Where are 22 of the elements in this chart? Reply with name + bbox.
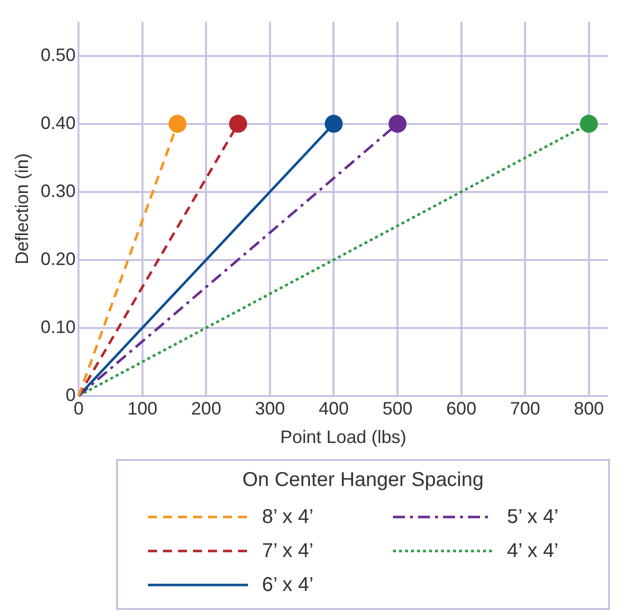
legend-label: 8’ x 4’ bbox=[262, 506, 314, 528]
x-tick-label: 800 bbox=[574, 398, 604, 419]
x-axis-title: Point Load (lbs) bbox=[280, 427, 406, 448]
y-axis-title: Deflection (in) bbox=[12, 153, 32, 264]
y-tick-label: 0.40 bbox=[40, 112, 76, 133]
legend-label: 7’ x 4’ bbox=[262, 540, 314, 562]
x-tick-label: 600 bbox=[446, 398, 476, 419]
legend-label: 6’ x 4’ bbox=[262, 574, 314, 596]
y-tick-label: 0.30 bbox=[40, 180, 76, 201]
y-tick-label: 0.20 bbox=[40, 248, 76, 269]
x-tick-label: 300 bbox=[254, 398, 285, 419]
x-tick-label: 200 bbox=[191, 398, 222, 419]
x-tick-label: 500 bbox=[382, 398, 413, 419]
legend-label: 5’ x 4’ bbox=[507, 506, 559, 528]
y-tick-label: 0 bbox=[66, 384, 76, 405]
legend-label: 4’ x 4’ bbox=[507, 540, 559, 562]
y-tick-label: 0.50 bbox=[40, 44, 76, 65]
x-tick-label: 100 bbox=[127, 398, 158, 419]
legend-title: On Center Hanger Spacing bbox=[241, 469, 485, 492]
x-tick-label: 700 bbox=[510, 398, 540, 419]
x-tick-label: 400 bbox=[318, 398, 349, 419]
y-tick-label: 0.10 bbox=[40, 316, 76, 337]
